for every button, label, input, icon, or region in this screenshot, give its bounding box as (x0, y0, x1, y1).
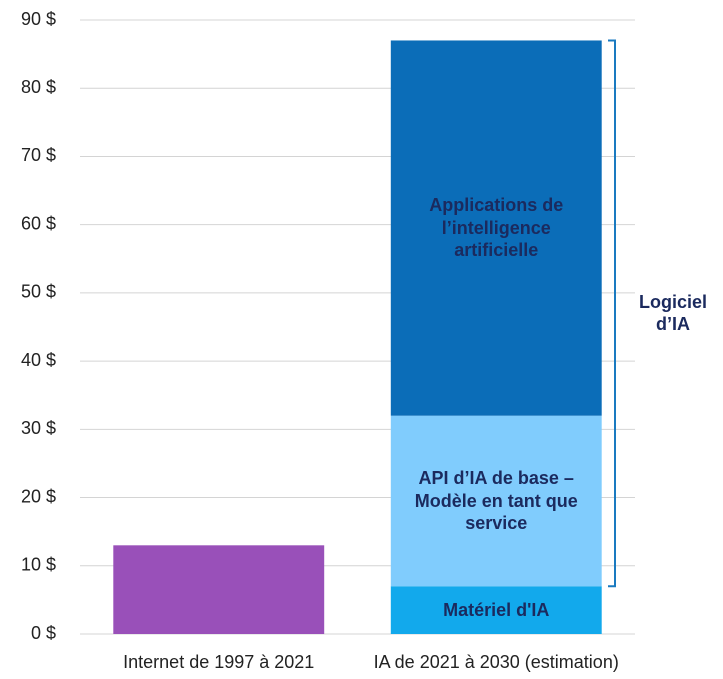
segment-label-box: API d’IA de base – Modèle en tant que se… (414, 468, 578, 534)
segment-label-box: Applications de l’intelligence artificie… (429, 195, 564, 261)
x-tick-label: IA de 2021 à 2030 (estimation) (374, 652, 619, 672)
segment-label: Matériel d'IA (443, 599, 550, 620)
y-tick-label: 50 $ (21, 282, 56, 302)
y-tick-label: 10 $ (21, 555, 56, 575)
y-tick-label: 20 $ (21, 486, 56, 506)
y-tick-label: 0 $ (31, 623, 56, 643)
annotation-box: Logiciel d’IA (638, 291, 707, 335)
x-tick-label: Internet de 1997 à 2021 (123, 652, 314, 672)
y-tick-label: 70 $ (21, 145, 56, 165)
bar-segment (390, 586, 602, 634)
y-tick-label: 60 $ (21, 213, 56, 233)
bar-segment (390, 415, 602, 587)
y-tick-label: 30 $ (21, 418, 56, 438)
bracket (608, 39, 616, 588)
bar-segment (113, 545, 325, 634)
bar-segment (390, 40, 602, 416)
annotation: Logiciel d’IA (638, 291, 707, 335)
y-tick-label: 40 $ (21, 350, 56, 370)
segment-label: Applications de l’intelligence artificie… (429, 195, 564, 261)
segment-label: API d’IA de base – Modèle en tant que se… (414, 468, 578, 534)
y-tick-label: 90 $ (21, 9, 56, 29)
y-tick-label: 80 $ (21, 77, 56, 97)
segment-label-box: Matériel d'IA (443, 599, 550, 620)
